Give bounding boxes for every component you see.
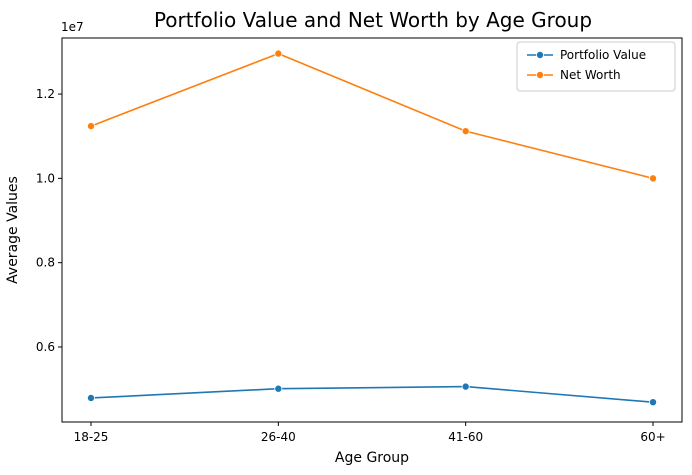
y-axis-title: Average Values: [5, 176, 21, 284]
data-point: [274, 49, 283, 58]
chart-title: Portfolio Value and Net Worth by Age Gro…: [154, 8, 592, 32]
data-point: [87, 122, 96, 131]
data-point: [649, 398, 658, 407]
series-line-0: [90, 385, 654, 403]
x-tick-label: 18-25: [74, 430, 109, 444]
data-point: [274, 384, 283, 393]
x-tick-label: 41-60: [448, 430, 483, 444]
legend-marker: [536, 51, 545, 60]
x-tick-label: 60+: [640, 430, 665, 444]
y-axis: 0.6 0.8 1.0 1.2: [36, 87, 62, 354]
x-tick-label: 26-40: [261, 430, 296, 444]
data-point: [461, 127, 470, 136]
y-tick-label: 0.6: [36, 340, 55, 354]
x-axis: 18-25 26-40 41-60 60+: [74, 422, 666, 444]
data-point: [649, 174, 658, 183]
legend-marker: [536, 71, 545, 80]
legend-label: Portfolio Value: [560, 48, 646, 62]
series-line-1: [90, 52, 654, 180]
series-layer: [87, 49, 658, 407]
legend: Portfolio Value Net Worth: [516, 41, 676, 92]
legend-box: [516, 41, 676, 92]
x-axis-title: Age Group: [335, 450, 409, 466]
y-tick-label: 0.8: [36, 256, 55, 270]
y-tick-label: 1.0: [36, 171, 55, 185]
data-point: [87, 393, 96, 402]
plot-area: [61, 37, 683, 423]
data-point: [461, 382, 470, 391]
y-tick-label: 1.2: [36, 87, 55, 101]
legend-label: Net Worth: [560, 68, 621, 82]
y-offset-label: 1e7: [61, 20, 84, 34]
